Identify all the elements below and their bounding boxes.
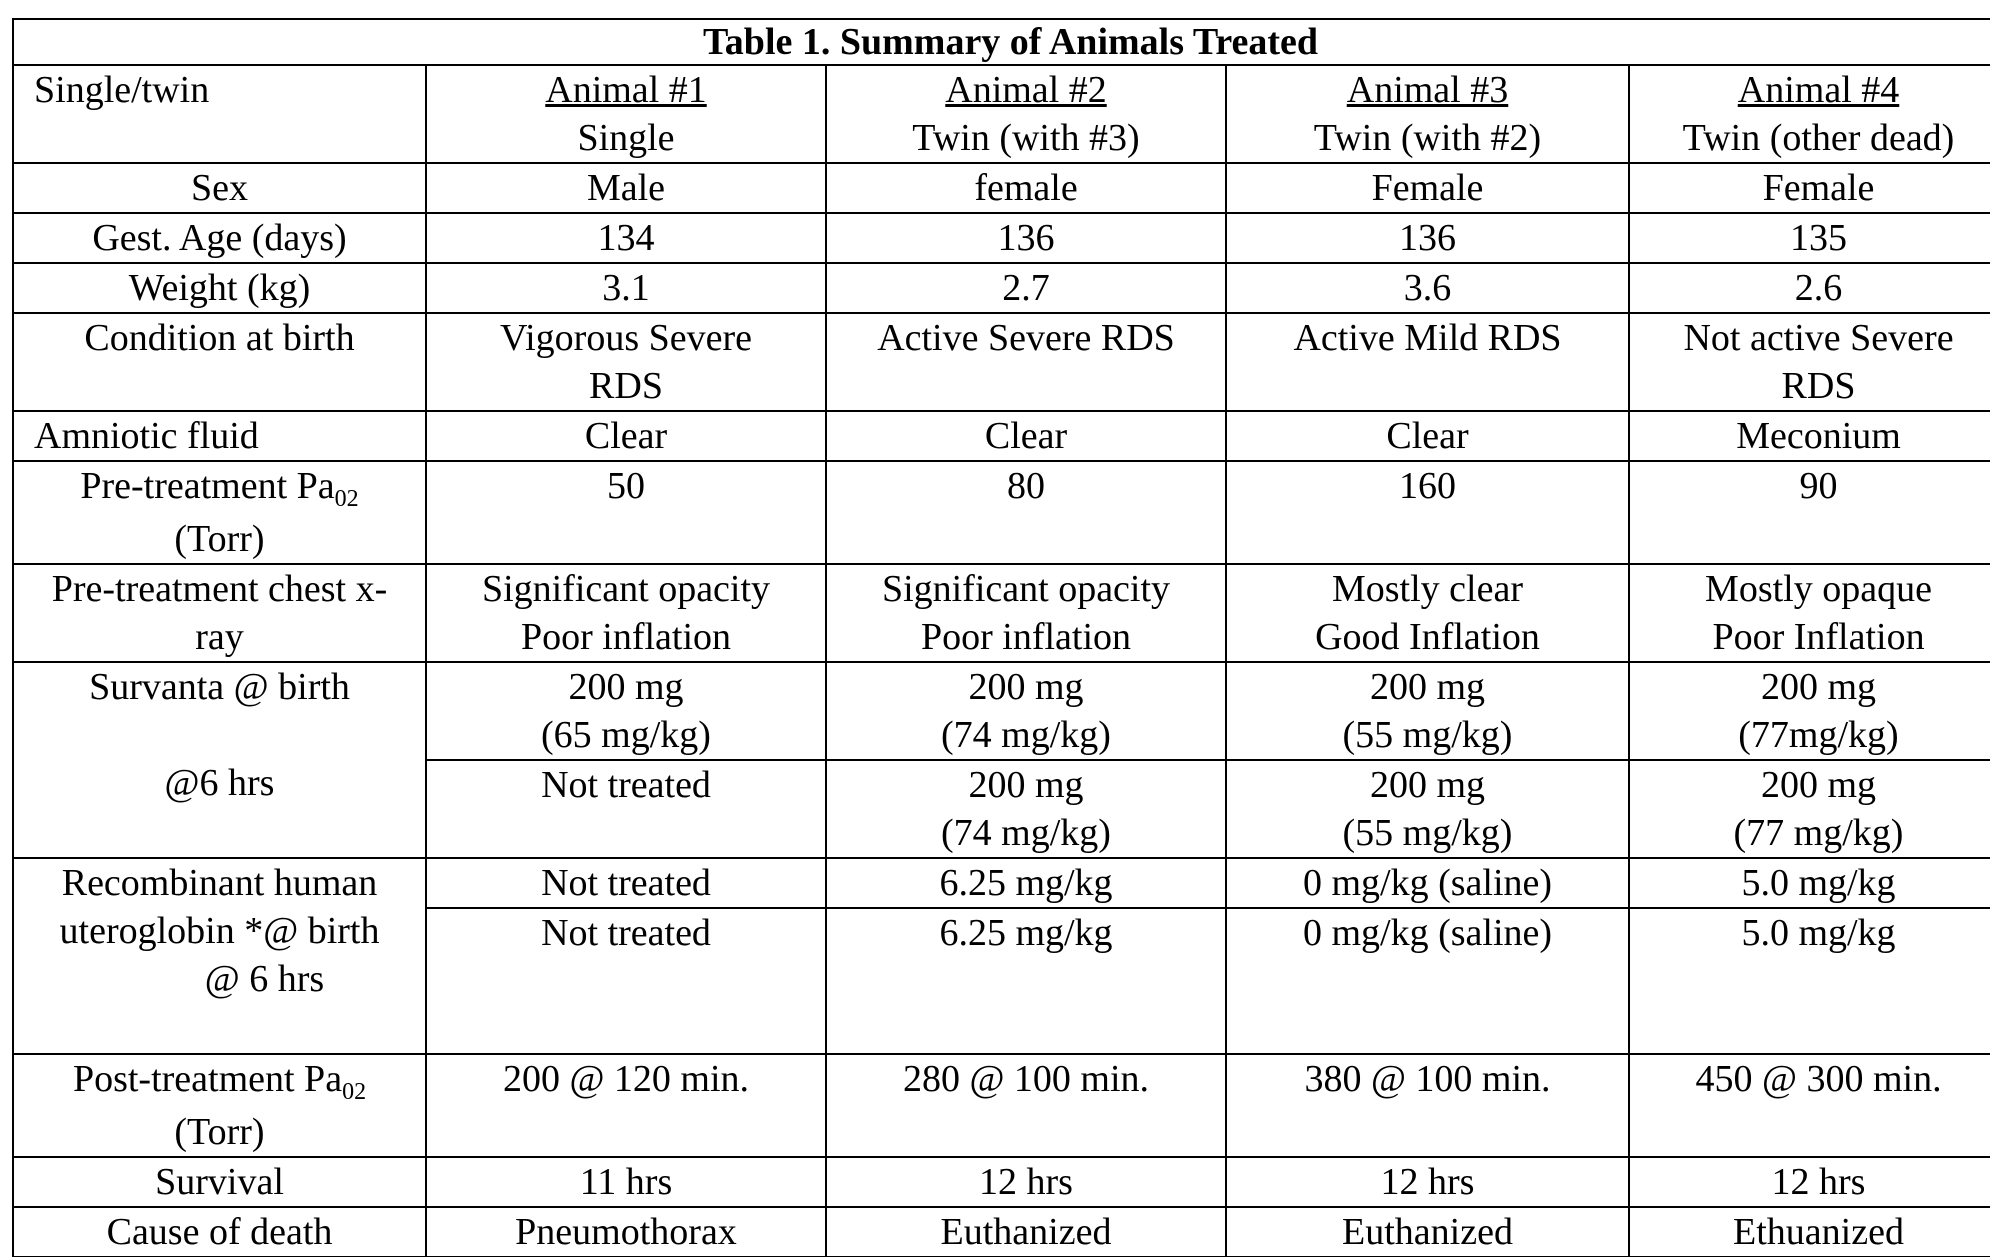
- table-cell: Meconium: [1627, 410, 1990, 462]
- row-label: Weight (kg): [12, 262, 427, 314]
- table-cell: Significant opacity Poor inflation: [825, 563, 1227, 663]
- table-cell: Active Severe RDS: [825, 312, 1227, 412]
- table-cell: 450 @ 300 min.: [1627, 1053, 1990, 1158]
- animal-header: Animal #4 Twin (other dead): [1627, 64, 1990, 164]
- table-cell: 12 hrs: [1225, 1156, 1630, 1208]
- table-cell: 200 @ 120 min.: [425, 1053, 827, 1158]
- table-cell: 6.25 mg/kg: [825, 907, 1227, 1055]
- table-cell: 200 mg (65 mg/kg): [425, 661, 827, 761]
- summary-table: Table 1. Summary of Animals Treated Sing…: [11, 18, 1990, 1257]
- header-row: Single/twin Animal #1 Single Animal #2 Twi…: [12, 64, 1990, 164]
- table-cell: Significant opacity Poor inflation: [425, 563, 827, 663]
- animal-header: Animal #3 Twin (with #2): [1225, 64, 1630, 164]
- row-label: Pre-treatment Pa02 (Torr): [12, 460, 427, 565]
- row-label: Cause of death: [12, 1206, 427, 1257]
- row-label: Recombinant human uteroglobin *@ birth @ 6…: [12, 857, 427, 1055]
- table-row: Post-treatment Pa02 (Torr) 200 @ 120 min.…: [12, 1053, 1990, 1158]
- table-cell: 0 mg/kg (saline): [1225, 907, 1630, 1055]
- row-label: Single/twin: [12, 64, 427, 164]
- table-cell: 160: [1225, 460, 1630, 565]
- table-row: Survanta @ birth @6 hrs 200 mg (65 mg/kg)…: [12, 661, 1990, 859]
- table-row: Amniotic fluid Clear Clear Clear Meconiu…: [12, 410, 1990, 462]
- table-row: Gest. Age (days) 134 136 136 135: [12, 212, 1990, 264]
- table-cell: 134: [425, 212, 827, 264]
- table-cell: 136: [1225, 212, 1630, 264]
- table-row: Weight (kg) 3.1 2.7 3.6 2.6: [12, 262, 1990, 314]
- row-label: Pre-treatment chest x-ray: [12, 563, 427, 663]
- table-cell: Female: [1627, 162, 1990, 214]
- title-row: Table 1. Summary of Animals Treated: [11, 18, 1990, 66]
- row-label: Sex: [12, 162, 427, 214]
- table-cell: 2.7: [825, 262, 1227, 314]
- table-cell: 135: [1627, 212, 1990, 264]
- table-row: Cause of death Pneumothorax Euthanized E…: [12, 1206, 1990, 1257]
- table-cell: 200 mg (55 mg/kg): [1225, 759, 1630, 859]
- table-cell: 200 mg (55 mg/kg): [1225, 661, 1630, 761]
- table-cell: Clear: [825, 410, 1227, 462]
- table-cell: Clear: [425, 410, 827, 462]
- row-label: Survival: [12, 1156, 427, 1208]
- table-cell: 11 hrs: [425, 1156, 827, 1208]
- table-cell: 12 hrs: [1627, 1156, 1990, 1208]
- table-cell: 0 mg/kg (saline): [1225, 857, 1630, 909]
- table-cell: 200 mg (74 mg/kg): [825, 759, 1227, 859]
- table-cell: Vigorous Severe RDS: [425, 312, 827, 412]
- animal-header: Animal #2 Twin (with #3): [825, 64, 1227, 164]
- table-cell: Not treated: [425, 759, 827, 859]
- table-cell: female: [825, 162, 1227, 214]
- table-cell: Not active Severe RDS: [1627, 312, 1990, 412]
- table-row: Sex Male female Female Female: [12, 162, 1990, 214]
- row-label: Condition at birth: [12, 312, 427, 412]
- table-cell: 3.1: [425, 262, 827, 314]
- table-cell: 12 hrs: [825, 1156, 1227, 1208]
- row-label: Gest. Age (days): [12, 212, 427, 264]
- table-cell: Not treated: [425, 907, 827, 1055]
- table-cell: 200 mg (77 mg/kg): [1627, 759, 1990, 859]
- table-row: Recombinant human uteroglobin *@ birth @ 6…: [12, 857, 1990, 1055]
- table-cell: 6.25 mg/kg: [825, 857, 1227, 909]
- table-cell: Female: [1225, 162, 1630, 214]
- table-cell: Not treated: [425, 857, 827, 909]
- table-cell: 136: [825, 212, 1227, 264]
- table-cell: 3.6: [1225, 262, 1630, 314]
- table-row: Not treated 6.25 mg/kg 0 mg/kg (saline) …: [13, 907, 1990, 1055]
- table-cell: 2.6: [1627, 262, 1990, 314]
- table-cell: 380 @ 100 min.: [1225, 1053, 1630, 1158]
- table-cell: 80: [825, 460, 1227, 565]
- table-cell: Male: [425, 162, 827, 214]
- table-row: Pre-treatment chest x-ray Significant op…: [12, 563, 1990, 663]
- table-title: Table 1. Summary of Animals Treated: [11, 18, 1990, 66]
- table-row: Condition at birth Vigorous Severe RDS Ac…: [12, 312, 1990, 412]
- table-row: Survival 11 hrs 12 hrs 12 hrs 12 hrs: [12, 1156, 1990, 1208]
- table-cell: 200 mg (77mg/kg): [1627, 661, 1990, 761]
- table-cell: Clear: [1225, 410, 1630, 462]
- table-cell: 280 @ 100 min.: [825, 1053, 1227, 1158]
- table-cell: Euthanized: [1225, 1206, 1630, 1257]
- table-cell: Active Mild RDS: [1225, 312, 1630, 412]
- table-cell: Ethuanized: [1627, 1206, 1990, 1257]
- table-cell: Mostly opaque Poor Inflation: [1627, 563, 1990, 663]
- table-cell: 5.0 mg/kg: [1627, 907, 1990, 1055]
- table-cell: 90: [1627, 460, 1990, 565]
- table-cell: Pneumothorax: [425, 1206, 827, 1257]
- table-cell: Euthanized: [825, 1206, 1227, 1257]
- table-cell: 5.0 mg/kg: [1627, 857, 1990, 909]
- animal-header: Animal #1 Single: [425, 64, 827, 164]
- row-label: Post-treatment Pa02 (Torr): [12, 1053, 427, 1158]
- table-cell: Mostly clear Good Inflation: [1225, 563, 1630, 663]
- table-cell: 200 mg (74 mg/kg): [825, 661, 1227, 761]
- row-label: Survanta @ birth @6 hrs: [12, 661, 427, 859]
- table-row: Pre-treatment Pa02 (Torr) 50 80 160 90: [12, 460, 1990, 565]
- table-row: Not treated 200 mg (74 mg/kg) 200 mg (55 m…: [13, 759, 1990, 859]
- row-label: Amniotic fluid: [12, 410, 427, 462]
- table-cell: 50: [425, 460, 827, 565]
